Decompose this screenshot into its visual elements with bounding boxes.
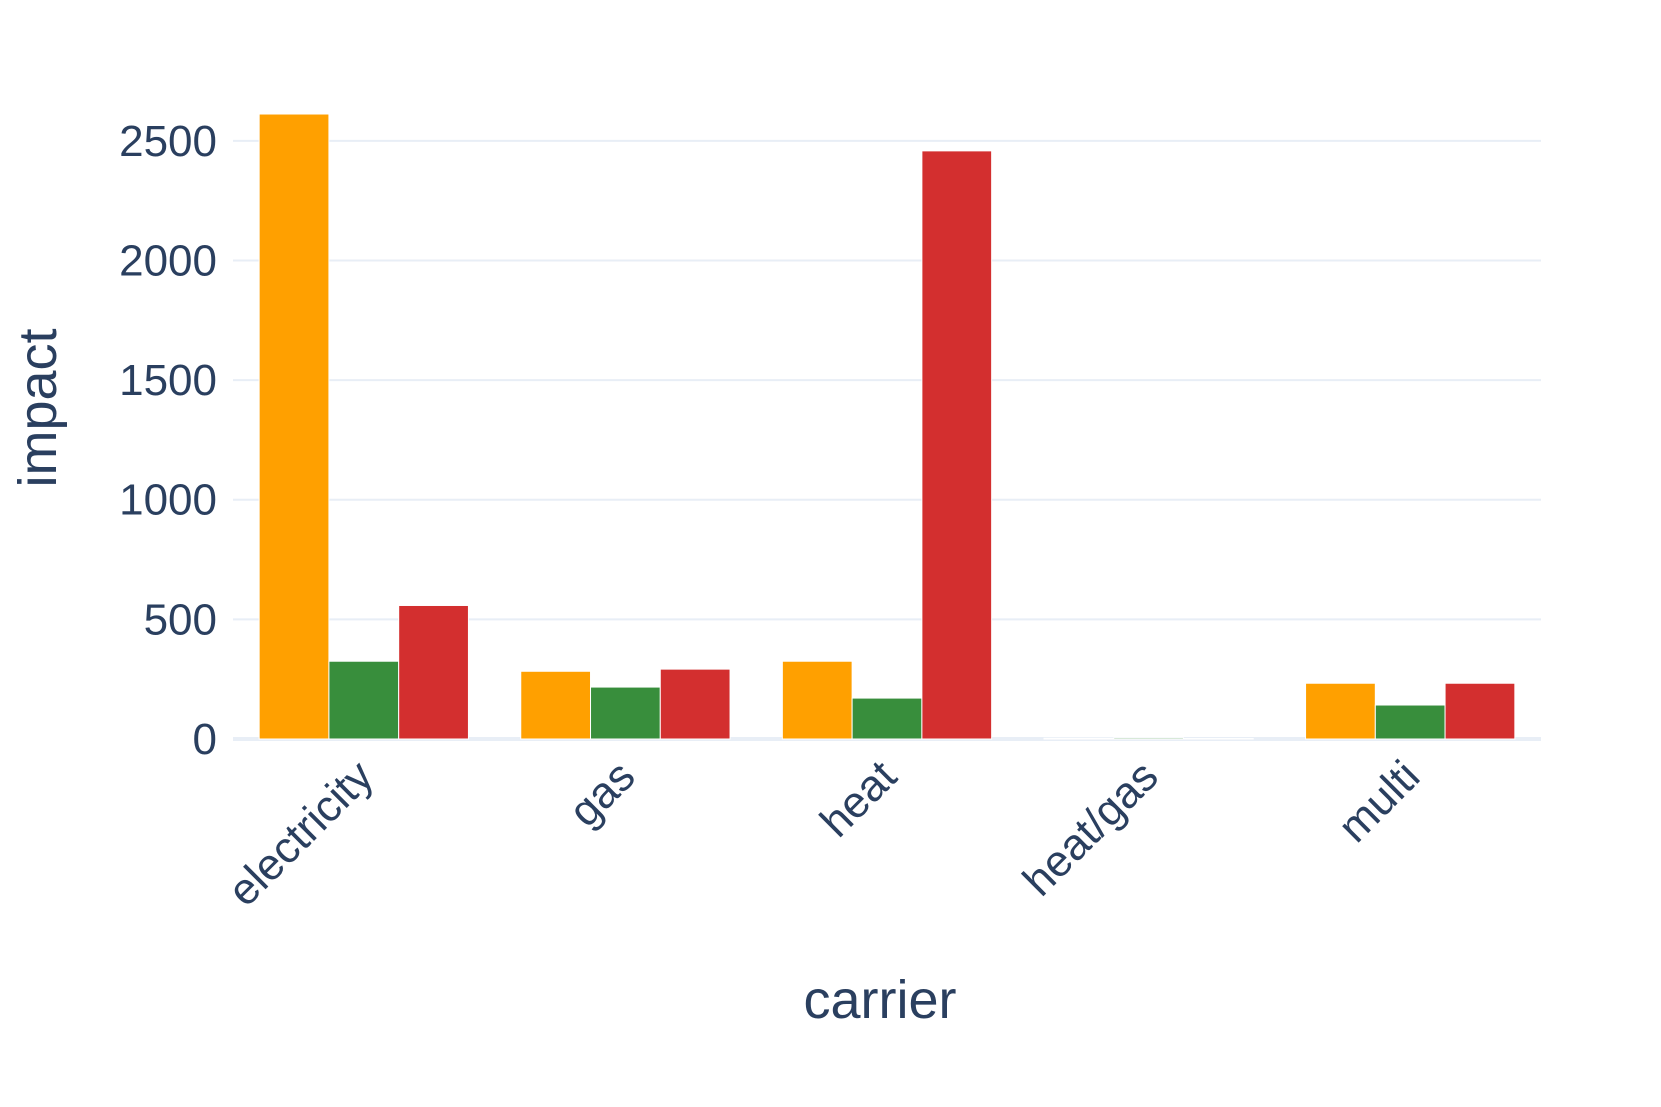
- x-tick-label: heat/gas: [1014, 751, 1168, 905]
- bar: [328, 660, 400, 740]
- y-tick-label: 500: [144, 595, 217, 644]
- bar: [590, 686, 661, 740]
- bar: [1444, 682, 1516, 740]
- x-tick-label: electricity: [219, 751, 383, 915]
- bar: [258, 113, 330, 740]
- bar: [1043, 737, 1115, 740]
- y-tick-label: 1500: [119, 356, 217, 405]
- y-tick-label: 1000: [119, 476, 217, 525]
- bar: [659, 668, 731, 740]
- bar: [1113, 737, 1184, 740]
- y-tick-label: 2500: [119, 117, 217, 166]
- y-tick-label: 2000: [119, 236, 217, 285]
- bar: [520, 670, 592, 740]
- x-tick-label: heat: [811, 751, 906, 846]
- x-tick-label: multi: [1329, 751, 1429, 851]
- bar: [921, 150, 993, 740]
- x-axis-title: carrier: [803, 970, 956, 1030]
- bar: [781, 660, 853, 740]
- bar: [1305, 682, 1376, 740]
- bar: [1374, 704, 1446, 740]
- y-tick-label: 0: [193, 715, 217, 764]
- bar: [851, 697, 923, 740]
- bar: [398, 604, 469, 740]
- y-axis-title: impact: [8, 328, 68, 487]
- x-tick-label: gas: [560, 751, 645, 836]
